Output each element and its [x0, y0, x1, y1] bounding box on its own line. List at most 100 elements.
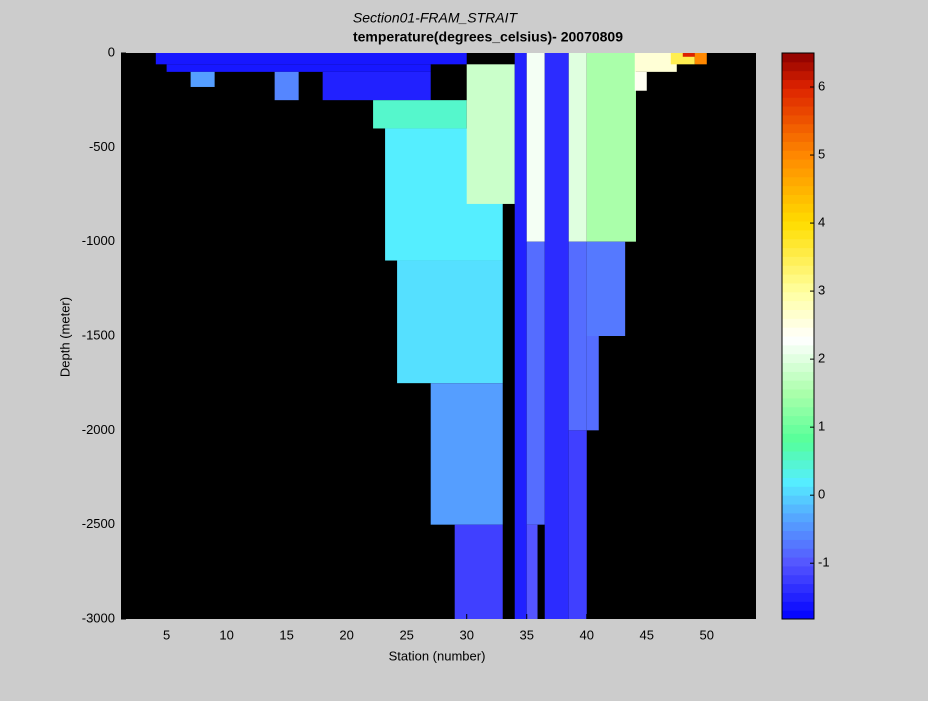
x-tick-label: 5 — [163, 627, 170, 642]
x-tick-label: 40 — [580, 627, 594, 642]
colorbar-tick-label: 6 — [818, 78, 825, 93]
x-tick-label: 50 — [700, 627, 714, 642]
colorbar-step — [782, 371, 814, 381]
colorbar-step — [782, 468, 814, 478]
colorbar-step — [782, 397, 814, 408]
colorbar-step — [782, 61, 814, 72]
colorbar-step — [782, 601, 814, 611]
colorbar-tick-label: -1 — [818, 555, 830, 570]
heat-cell — [322, 71, 431, 101]
colorbar-step — [782, 336, 814, 346]
x-tick-label: 30 — [459, 627, 473, 642]
heat-cell — [526, 53, 545, 242]
colorbar-step — [782, 433, 814, 443]
heat-cell — [568, 53, 587, 242]
heat-cell — [155, 53, 467, 65]
colorbar-step — [782, 150, 814, 160]
colorbar-step — [782, 300, 814, 310]
colorbar-step — [782, 477, 814, 487]
heat-cell — [274, 71, 299, 101]
heat-cell — [682, 53, 695, 57]
y-tick-label: -2500 — [82, 516, 115, 531]
colorbar-step — [782, 274, 814, 284]
colorbar-step — [782, 557, 814, 567]
colorbar-step — [782, 459, 814, 470]
colorbar-step — [782, 530, 814, 540]
heat-cell — [454, 524, 503, 619]
colorbar-step — [782, 185, 814, 195]
heat-cell — [373, 100, 467, 129]
x-axis-label: Station (number) — [389, 648, 486, 663]
colorbar-step — [782, 521, 814, 532]
colorbar-step — [782, 141, 814, 151]
chart-subtitle: temperature(degrees_celsius)- 20070809 — [353, 29, 623, 45]
heat-cell — [586, 241, 626, 336]
colorbar-step — [782, 159, 814, 169]
colorbar-step — [782, 238, 814, 249]
colorbar-step — [782, 212, 814, 222]
x-tick-label: 20 — [339, 627, 353, 642]
heat-cell — [430, 383, 503, 525]
colorbar-step — [782, 221, 814, 231]
colorbar-step — [782, 583, 814, 593]
heat-cell — [514, 53, 527, 619]
colorbar-step — [782, 486, 814, 496]
heat-cell — [466, 64, 515, 204]
y-tick-label: -2000 — [82, 422, 115, 437]
heat-cell — [586, 336, 599, 431]
colorbar-step — [782, 256, 814, 266]
colorbar-step — [782, 424, 814, 434]
x-tick-label: 45 — [640, 627, 654, 642]
chart-title: Section01-FRAM_STRAIT — [353, 10, 519, 26]
y-tick-label: -1500 — [82, 327, 115, 342]
colorbar-step — [782, 97, 814, 107]
colorbar-step — [782, 380, 814, 390]
y-tick-label: -3000 — [82, 610, 115, 625]
colorbar-step — [782, 203, 814, 213]
colorbar-step — [782, 70, 814, 81]
colorbar-step — [782, 389, 814, 399]
colorbar-step — [782, 450, 814, 461]
colorbar-tick-label: 0 — [818, 487, 825, 502]
colorbar-step — [782, 309, 814, 319]
colorbar-step — [782, 167, 814, 178]
heat-cell — [568, 241, 587, 431]
colorbar-step — [782, 282, 814, 293]
heat-cell — [694, 53, 707, 65]
colorbar-step — [782, 548, 814, 558]
colorbar-step — [782, 265, 814, 275]
x-tick-label: 25 — [399, 627, 413, 642]
colorbar-step — [782, 495, 814, 505]
colorbar-frame — [781, 52, 815, 620]
colorbar-tick-label: 5 — [818, 146, 825, 161]
colorbar-step — [782, 415, 814, 425]
colorbar-step — [782, 318, 814, 328]
colorbar-tick-label: 1 — [818, 419, 825, 434]
heat-cell — [166, 64, 431, 72]
colorbar-tick-label: 2 — [818, 351, 825, 366]
x-tick-label: 10 — [219, 627, 233, 642]
colorbar-step — [782, 114, 814, 125]
colorbar-tick-label: 4 — [818, 215, 825, 230]
heat-cell — [670, 53, 695, 65]
colorbar-step — [782, 327, 814, 337]
heat-cell — [526, 241, 545, 525]
x-tick-label: 15 — [279, 627, 293, 642]
colorbar-step — [782, 610, 814, 620]
colorbar-step — [782, 88, 814, 98]
colorbar-step — [782, 344, 814, 355]
y-tick-label: -500 — [89, 139, 115, 154]
colorbar-step — [782, 53, 814, 63]
colorbar-step — [782, 353, 814, 364]
colorbar-step — [782, 592, 814, 602]
colorbar-step — [782, 106, 814, 116]
colorbar-step — [782, 362, 814, 372]
heat-cell — [544, 53, 569, 619]
colorbar-step — [782, 406, 814, 417]
colorbar-step — [782, 132, 814, 142]
heat-cell — [634, 53, 677, 72]
colorbar-step — [782, 194, 814, 204]
heat-cell — [568, 430, 587, 619]
colorbar-step — [782, 123, 814, 134]
